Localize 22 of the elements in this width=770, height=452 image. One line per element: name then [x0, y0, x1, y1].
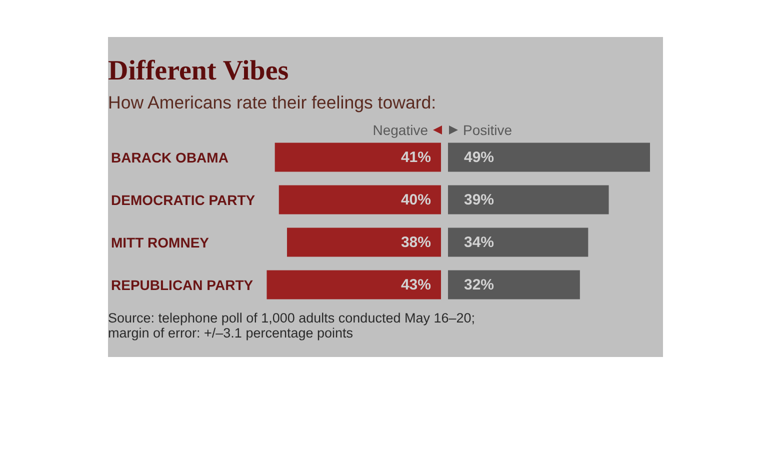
data-label: 40% — [400, 191, 431, 208]
bar — [448, 185, 609, 214]
y-tick-label: DEMOCRATIC PARTY — [111, 192, 256, 208]
data-label: 49% — [464, 148, 494, 166]
chart-title: Different Vibes — [108, 56, 289, 86]
data-label: 43% — [400, 276, 431, 294]
legend-label: Negative — [372, 122, 428, 138]
legend-label: Positive — [463, 122, 512, 138]
data-label: 32% — [464, 276, 494, 294]
bar — [448, 270, 580, 300]
bar — [448, 142, 650, 172]
data-label: 41% — [400, 148, 431, 166]
y-tick-label: REPUBLICAN PARTY — [111, 276, 254, 293]
y-tick-label: BARACK OBAMA — [111, 149, 228, 166]
data-label: 34% — [464, 234, 494, 251]
data-label: 39% — [464, 191, 494, 208]
source-note: Source: telephone poll of 1,000 adults conducted May 16–20; — [108, 310, 476, 326]
data-label: 38% — [400, 234, 431, 251]
chart-subtitle: How Americans rate their feelings toward: — [108, 92, 436, 112]
y-tick-label: MITT ROMNEY — [111, 234, 210, 250]
bar — [448, 228, 588, 257]
text: margin of error: +/–3.1 percentage points — [108, 326, 354, 340]
